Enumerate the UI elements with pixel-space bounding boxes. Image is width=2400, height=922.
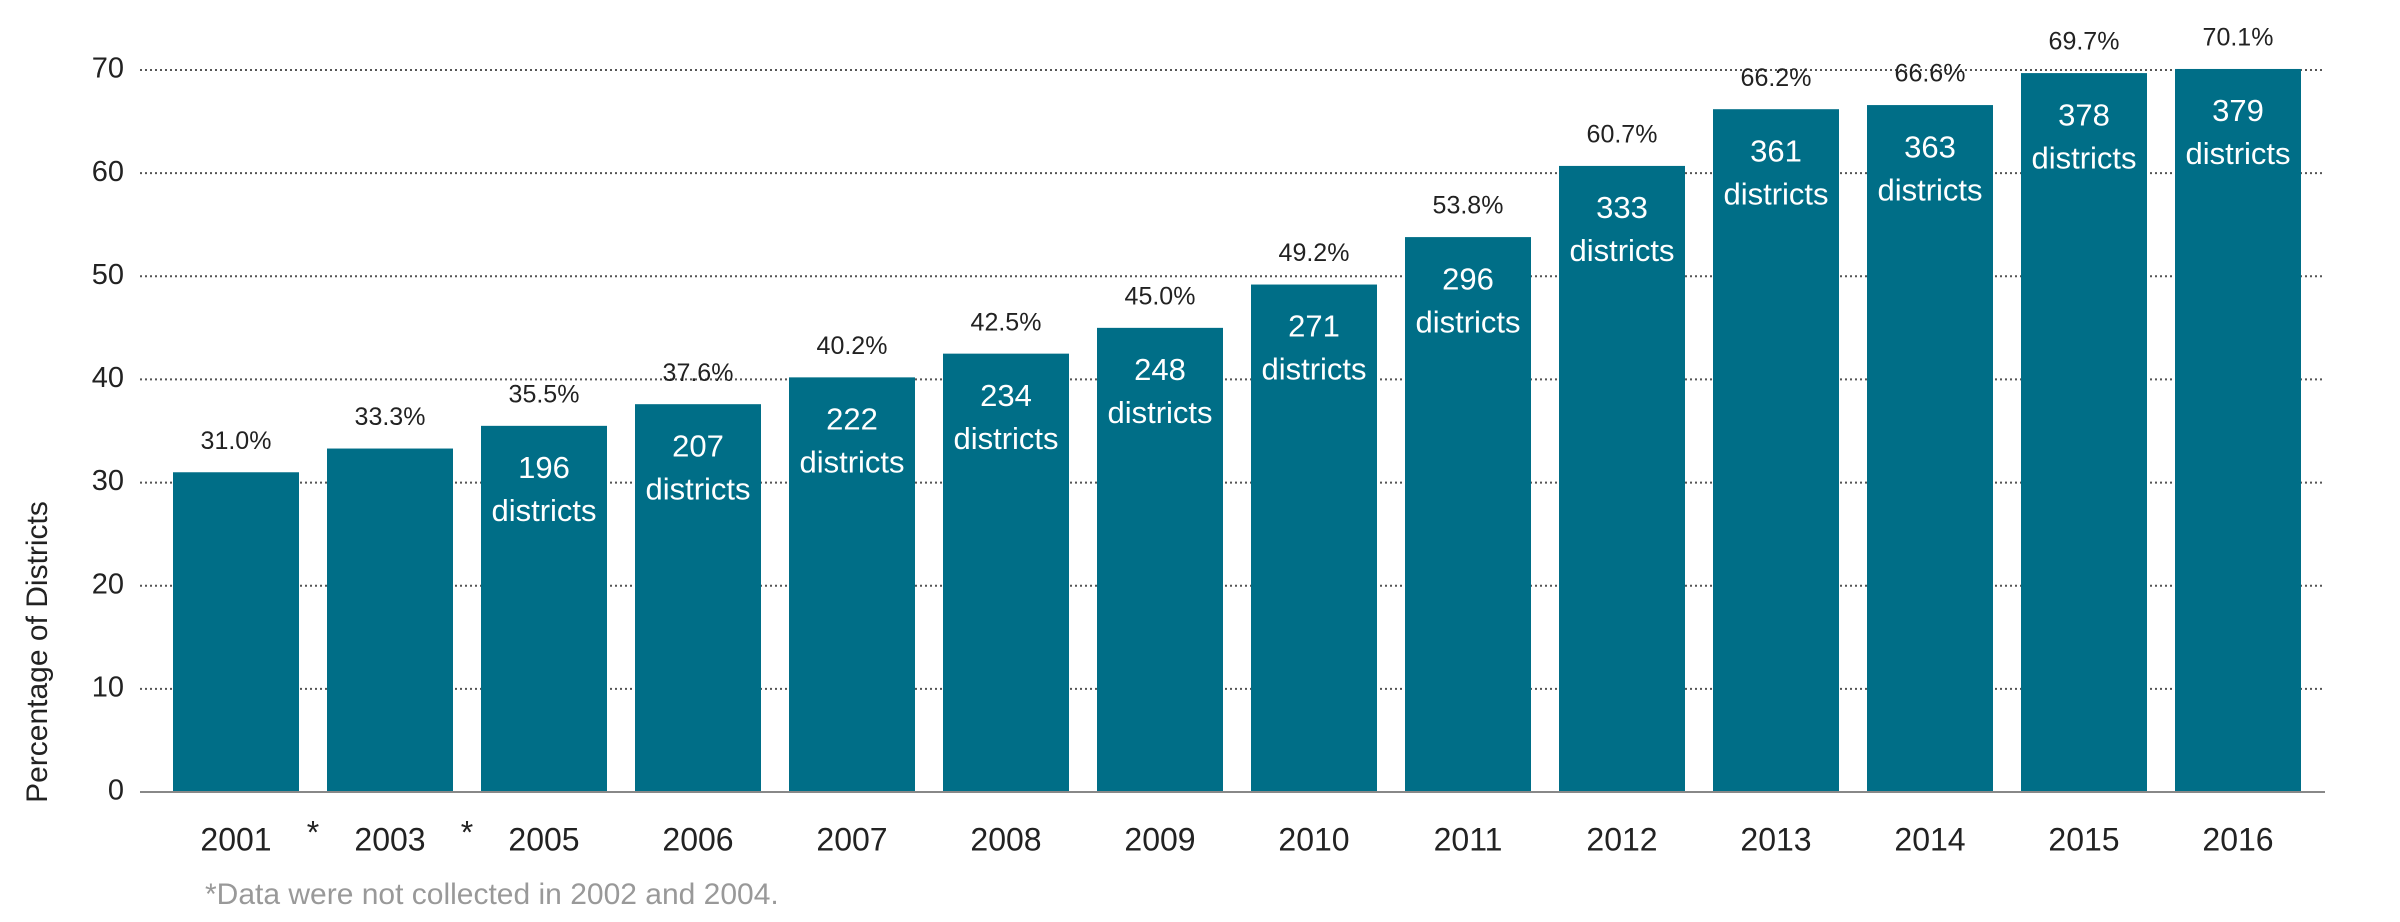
district-unit: districts: [1569, 233, 1674, 268]
bar: [943, 353, 1069, 792]
value-label: 31.0%: [201, 427, 272, 455]
district-count: 333: [1596, 190, 1648, 225]
x-tick-label: 2009: [1124, 821, 1195, 857]
district-count: 196: [518, 450, 570, 485]
x-tick-label: 2015: [2048, 821, 2119, 857]
y-tick-label: 0: [108, 775, 124, 807]
district-unit: districts: [1415, 304, 1520, 339]
district-count: 361: [1750, 133, 1802, 168]
bar: [1405, 237, 1531, 792]
district-unit: districts: [491, 493, 596, 528]
value-label: 40.2%: [817, 332, 888, 360]
district-count: 379: [2212, 93, 2264, 128]
bar: [481, 425, 607, 792]
bar: [327, 448, 453, 792]
x-tick-label: 2011: [1434, 821, 1503, 857]
x-tick-label: 2006: [662, 821, 733, 857]
y-tick-label: 60: [92, 156, 124, 188]
value-label: 33.3%: [355, 403, 426, 431]
value-label: 49.2%: [1279, 239, 1350, 267]
value-label: 66.2%: [1741, 64, 1812, 92]
bar: [173, 472, 299, 792]
district-count: 234: [980, 378, 1032, 413]
bar: [2021, 73, 2147, 792]
district-unit: districts: [1723, 176, 1828, 211]
district-count: 248: [1134, 352, 1186, 387]
bar: [1867, 105, 1993, 792]
x-tick-label: 2003: [354, 821, 425, 857]
x-tick-label: 2007: [816, 821, 887, 857]
bar: [1713, 109, 1839, 793]
x-tick-label: 2001: [200, 821, 271, 857]
footnote: *Data were not collected in 2002 and 200…: [205, 878, 779, 911]
district-count: 378: [2058, 97, 2110, 132]
x-tick-label: 2013: [1740, 821, 1811, 857]
value-label: 42.5%: [971, 308, 1042, 336]
x-tick-label: 2010: [1278, 821, 1349, 857]
value-label: 69.7%: [2049, 28, 2120, 56]
value-label: 60.7%: [1587, 121, 1658, 149]
value-label: 53.8%: [1433, 192, 1504, 220]
x-tick-label: 2016: [2202, 821, 2273, 857]
y-tick-label: 30: [92, 465, 124, 497]
y-tick-label: 50: [92, 259, 124, 291]
district-count: 222: [826, 402, 878, 437]
district-unit: districts: [1107, 395, 1212, 430]
value-label: 70.1%: [2203, 24, 2274, 52]
value-label: 35.5%: [509, 380, 580, 408]
x-tick-label: 2014: [1894, 821, 1965, 857]
y-tick-label: 10: [92, 672, 124, 704]
district-count: 271: [1288, 309, 1340, 344]
district-unit: districts: [1261, 352, 1366, 387]
district-count: 296: [1442, 261, 1494, 296]
x-tick-label: 2008: [970, 821, 1041, 857]
value-label: 45.0%: [1125, 282, 1196, 310]
y-tick-label: 70: [92, 53, 124, 85]
district-unit: districts: [645, 471, 750, 506]
district-unit: districts: [953, 421, 1058, 456]
y-tick-label: 40: [92, 362, 124, 394]
gap-marker: *: [307, 814, 319, 850]
district-unit: districts: [2031, 140, 2136, 175]
district-unit: districts: [1877, 172, 1982, 207]
bar: [1251, 284, 1377, 792]
bar: [2175, 68, 2301, 793]
y-tick-label: 20: [92, 568, 124, 600]
district-unit: districts: [2185, 136, 2290, 171]
district-unit: districts: [799, 445, 904, 480]
gap-marker: *: [461, 814, 473, 850]
bar: [1559, 165, 1685, 792]
x-tick-label: 2005: [508, 821, 579, 857]
bar: [1097, 327, 1223, 792]
bar: [789, 377, 915, 792]
x-tick-label: 2012: [1586, 821, 1657, 857]
district-count: 363: [1904, 129, 1956, 164]
y-axis-label: Percentage of Districts: [21, 501, 54, 803]
value-label: 37.6%: [663, 359, 734, 387]
value-label: 66.6%: [1895, 60, 1966, 88]
bar: [635, 404, 761, 792]
district-count: 207: [672, 428, 724, 463]
